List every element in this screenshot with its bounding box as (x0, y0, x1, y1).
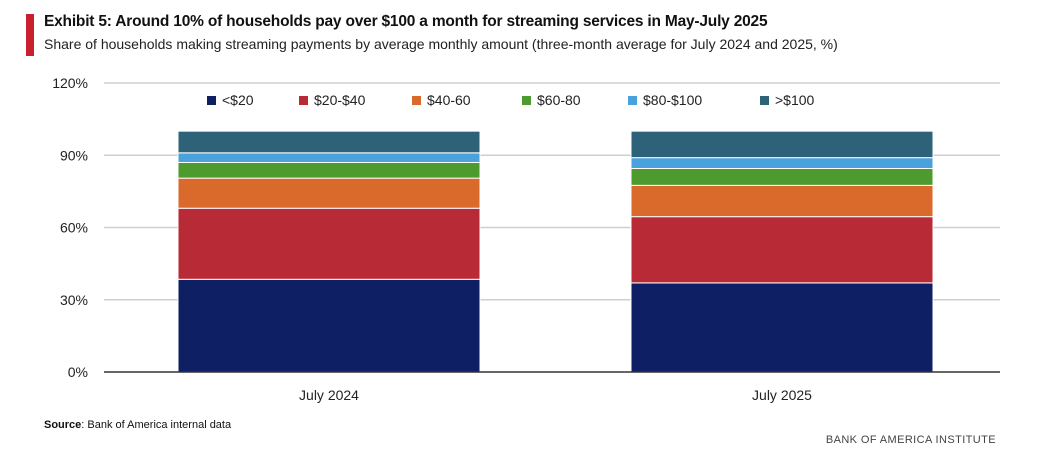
bar-segment (630, 167, 934, 186)
source-text: : Bank of America internal data (81, 419, 232, 431)
legend-swatch (412, 96, 421, 105)
bar-segment (177, 130, 481, 154)
chart-title: Exhibit 5: Around 10% of households pay … (44, 13, 768, 30)
legend-label: >$100 (775, 92, 815, 108)
y-tick-label: 90% (60, 147, 88, 163)
bar-segment (630, 282, 934, 373)
legend-label: $60-80 (537, 92, 581, 108)
legend-label: $40-60 (427, 92, 471, 108)
legend-swatch (628, 96, 637, 105)
bar-segment (630, 130, 934, 159)
bar-segment (630, 184, 934, 218)
x-tick-label: July 2025 (752, 387, 812, 403)
legend-label: $20-$40 (314, 92, 366, 108)
source-label: Source (44, 419, 82, 431)
bar-segment (177, 161, 481, 179)
bar-segment (177, 278, 481, 373)
legend-swatch (760, 96, 769, 105)
bar-segment (177, 177, 481, 209)
y-tick-label: 120% (52, 75, 88, 91)
legend-label: $80-$100 (643, 92, 702, 108)
legend-swatch (522, 96, 531, 105)
title-accent-bar (26, 14, 34, 56)
chart-subtitle: Share of households making streaming pay… (44, 36, 838, 52)
bar-segment (630, 216, 934, 284)
legend-label: <$20 (222, 92, 254, 108)
bar-segment (177, 207, 481, 280)
source-note: Source: Bank of America internal data (44, 419, 231, 431)
bar-segment (630, 157, 934, 169)
brand-label: BANK OF AMERICA INSTITUTE (825, 434, 996, 446)
legend-swatch (207, 96, 216, 105)
y-tick-label: 60% (60, 220, 88, 236)
y-tick-label: 30% (60, 292, 88, 308)
bar-segment (177, 152, 481, 163)
y-tick-label: 0% (68, 364, 88, 380)
x-tick-label: July 2024 (299, 387, 359, 403)
legend-swatch (299, 96, 308, 105)
